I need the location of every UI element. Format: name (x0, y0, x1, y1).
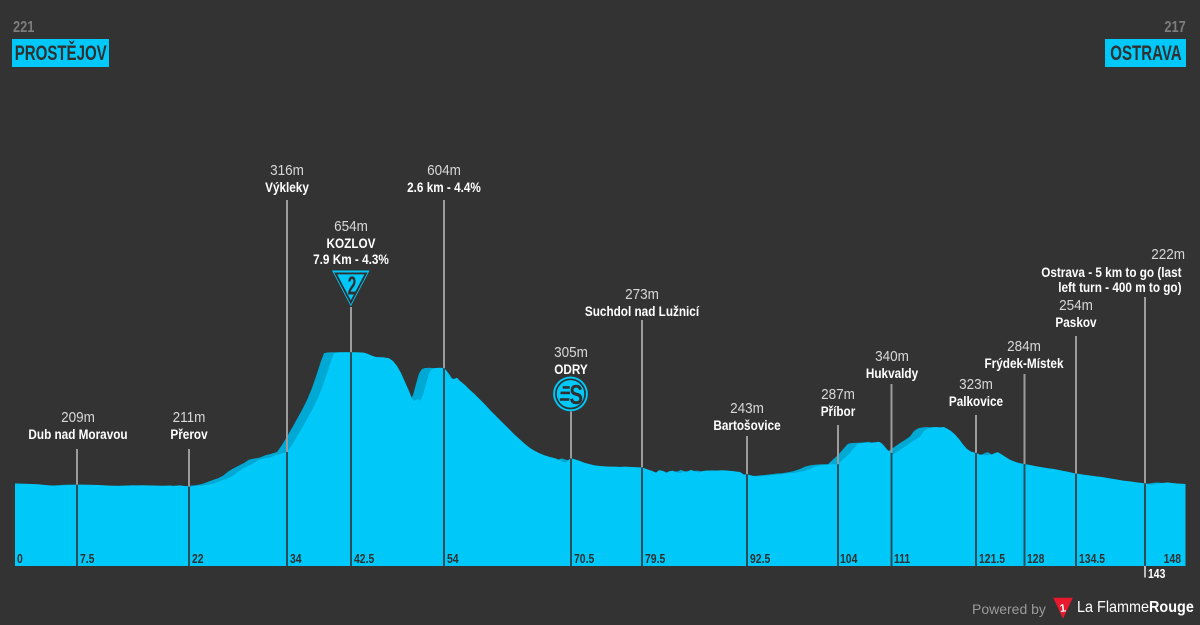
svg-text:S: S (569, 380, 582, 411)
svg-text:2: 2 (348, 273, 357, 301)
svg-text:1: 1 (1059, 602, 1067, 615)
